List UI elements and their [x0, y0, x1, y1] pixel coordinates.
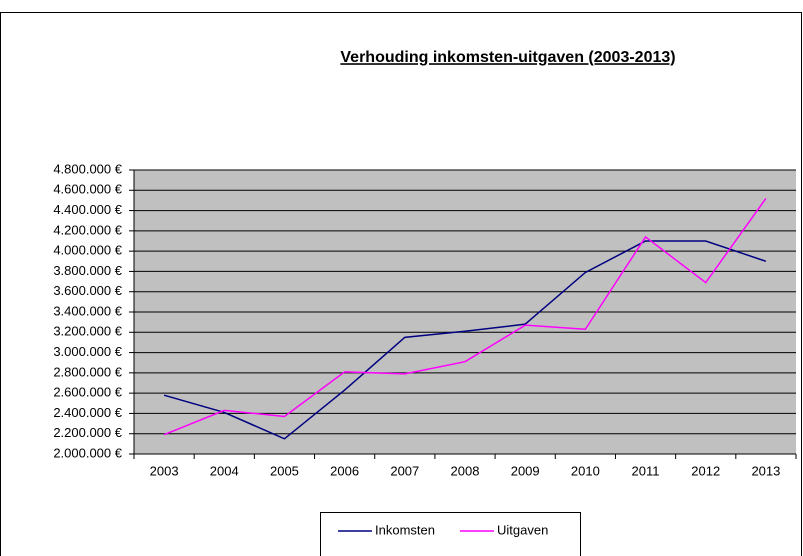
x-tick-label: 2011 — [632, 463, 660, 478]
y-tick-label: 4.400.000 € — [53, 202, 122, 217]
x-tick-label: 2009 — [511, 463, 540, 478]
y-tick-label: 3.800.000 € — [53, 263, 122, 278]
x-tick-label: 2012 — [691, 463, 720, 478]
x-tick-label: 2005 — [270, 463, 299, 478]
y-tick-label: 4.200.000 € — [53, 222, 122, 237]
x-tick-label: 2004 — [210, 463, 239, 478]
y-tick-label: 4.000.000 € — [53, 243, 122, 258]
y-tick-label: 3.400.000 € — [53, 303, 122, 318]
y-tick-label: 2.600.000 € — [53, 385, 122, 400]
y-tick-label: 3.200.000 € — [53, 324, 122, 339]
y-tick-label: 3.000.000 € — [53, 344, 122, 359]
y-tick-label: 4.800.000 € — [53, 161, 122, 176]
x-tick-label: 2013 — [751, 463, 780, 478]
y-tick-label: 2.200.000 € — [53, 425, 122, 440]
x-tick-label: 2003 — [150, 463, 179, 478]
chart-title: Verhouding inkomsten-uitgaven (2003-2013… — [340, 49, 675, 66]
y-tick-label: 2.400.000 € — [53, 405, 122, 420]
legend-label: Inkomsten — [375, 522, 435, 537]
x-tick-label: 2010 — [571, 463, 600, 478]
x-tick-label: 2008 — [451, 463, 480, 478]
y-tick-label: 2.800.000 € — [53, 364, 122, 379]
line-series — [163, 197, 767, 436]
legend-box — [320, 512, 581, 556]
x-tick-label: 2006 — [330, 463, 359, 478]
legend-label: Uitgaven — [497, 522, 548, 537]
x-tick-label: 2007 — [390, 463, 419, 478]
y-tick-label: 3.600.000 € — [53, 283, 122, 298]
y-tick-label: 4.600.000 € — [53, 182, 122, 197]
y-tick-label: 2.000.000 € — [53, 445, 122, 460]
line-series — [163, 240, 767, 440]
